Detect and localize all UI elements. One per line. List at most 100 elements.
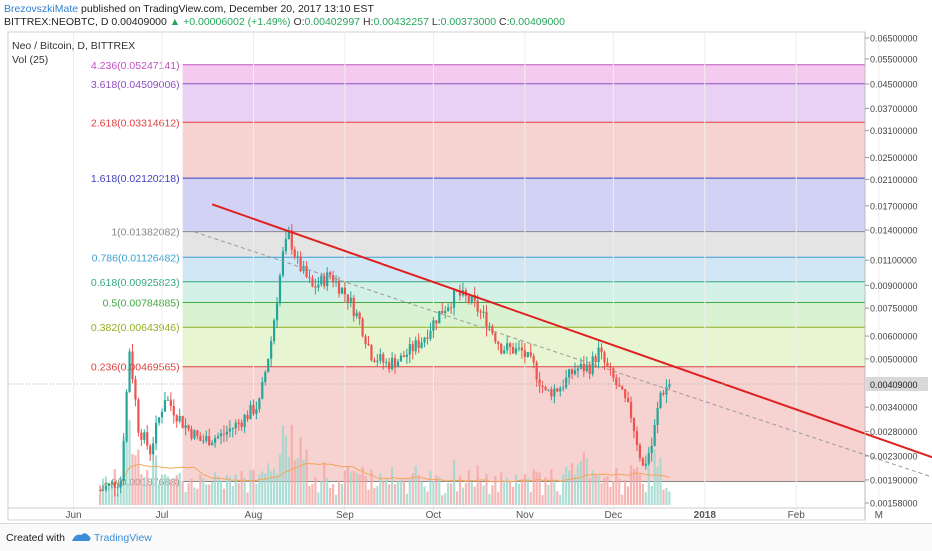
candle-body — [152, 443, 155, 455]
candle-body — [606, 362, 609, 367]
volume-bar — [255, 483, 258, 505]
candle-body — [166, 399, 169, 401]
symbol-label: BITTREX:NEOBTC, D — [4, 16, 109, 28]
candle-body — [320, 275, 323, 285]
volume-bar — [482, 485, 485, 505]
volume-bar — [476, 465, 479, 505]
volume-bar — [618, 478, 621, 505]
candle-body — [104, 485, 108, 490]
volume-bar — [270, 471, 273, 505]
volume-bar — [382, 481, 385, 505]
volume-bar — [137, 449, 140, 505]
volume-bar — [600, 483, 603, 505]
candle-body — [479, 311, 482, 313]
volume-bar — [417, 474, 420, 505]
volume-bar — [337, 480, 341, 505]
candle-body — [535, 362, 538, 380]
volume-bars — [98, 411, 671, 505]
candle-body — [343, 287, 346, 295]
fib-band — [182, 281, 865, 303]
candle-body — [122, 441, 125, 482]
volume-bar — [166, 476, 169, 505]
candle-body — [396, 361, 400, 368]
volume-bar — [523, 474, 526, 505]
volume-bar — [506, 477, 509, 505]
volume-bar — [273, 468, 276, 505]
chart-header: BrezovszkiMate published on TradingView.… — [0, 0, 932, 30]
tradingview-brand[interactable]: TradingView — [94, 532, 152, 544]
volume-bar — [131, 454, 134, 505]
candle-body — [169, 399, 172, 406]
volume-bar — [582, 452, 585, 505]
candle-body — [334, 280, 338, 283]
volume-bar — [656, 466, 659, 505]
candle-body — [547, 389, 550, 391]
volume-bar — [346, 465, 349, 505]
volume-bar — [140, 474, 143, 505]
candle-body — [175, 415, 178, 422]
volume-bar — [264, 473, 267, 505]
volume-bar — [532, 469, 535, 505]
volume-bar — [234, 474, 237, 505]
candle-body — [116, 487, 119, 489]
candle-body — [553, 388, 556, 397]
volume-bar — [603, 477, 606, 505]
volume-bar — [438, 477, 441, 505]
volume-bar — [169, 479, 172, 505]
volume-bar — [125, 411, 128, 505]
candle-body — [514, 348, 518, 354]
price-chart[interactable]: 4.236(0.05247141) 3.618(0.04509006) 2.618(… — [0, 0, 932, 523]
candle-body — [208, 436, 211, 446]
volume-bar — [517, 483, 521, 505]
volume-bar — [367, 489, 370, 505]
volume-bar — [352, 471, 355, 505]
volume-bar — [627, 486, 630, 505]
volume-bar — [370, 469, 373, 505]
y-tick-label: 0.06500000 — [870, 34, 918, 44]
candle-body — [638, 445, 641, 459]
candle-body — [568, 369, 571, 378]
volume-bar — [553, 479, 556, 505]
candle-body — [193, 430, 196, 439]
volume-bar — [464, 483, 467, 505]
volume-bar — [202, 478, 205, 505]
candle-body — [314, 286, 317, 288]
footer: Created with TradingView — [0, 523, 932, 551]
candle-body — [367, 344, 370, 346]
volume-bar — [659, 458, 662, 505]
candle-body — [211, 442, 214, 446]
candle-body — [119, 481, 122, 488]
volume-bar — [219, 480, 223, 505]
volume-bar — [411, 473, 414, 505]
volume-bar — [163, 474, 167, 505]
volume-bar — [450, 483, 453, 505]
y-tick-label: 0.00750000 — [870, 304, 918, 314]
volume-bar — [305, 449, 308, 505]
candle-body — [615, 377, 618, 385]
volume-bar — [653, 449, 656, 505]
volume-bar — [668, 491, 671, 505]
up-arrow-icon: ▲ — [169, 16, 181, 28]
candle-body — [393, 357, 397, 368]
author-link[interactable]: BrezovszkiMate — [4, 3, 79, 15]
volume-bar — [426, 491, 429, 505]
candle-body — [647, 453, 650, 464]
candle-body — [349, 297, 352, 303]
candle-body — [417, 340, 420, 349]
candle-body — [573, 370, 577, 375]
volume-bar — [214, 472, 217, 505]
candle-body — [624, 389, 627, 399]
y-tick-label: 0.00900000 — [870, 281, 918, 291]
candle-body — [629, 401, 633, 418]
volume-bar — [585, 457, 588, 505]
candle-body — [591, 356, 594, 374]
candle-body — [562, 387, 565, 389]
candle-body — [485, 311, 488, 328]
candle-body — [411, 344, 414, 352]
candle-body — [98, 490, 102, 492]
candle-body — [252, 405, 255, 414]
candle-body — [550, 389, 553, 397]
candle-body — [157, 417, 161, 423]
candle-body — [270, 340, 273, 359]
volume-bar — [172, 479, 175, 505]
